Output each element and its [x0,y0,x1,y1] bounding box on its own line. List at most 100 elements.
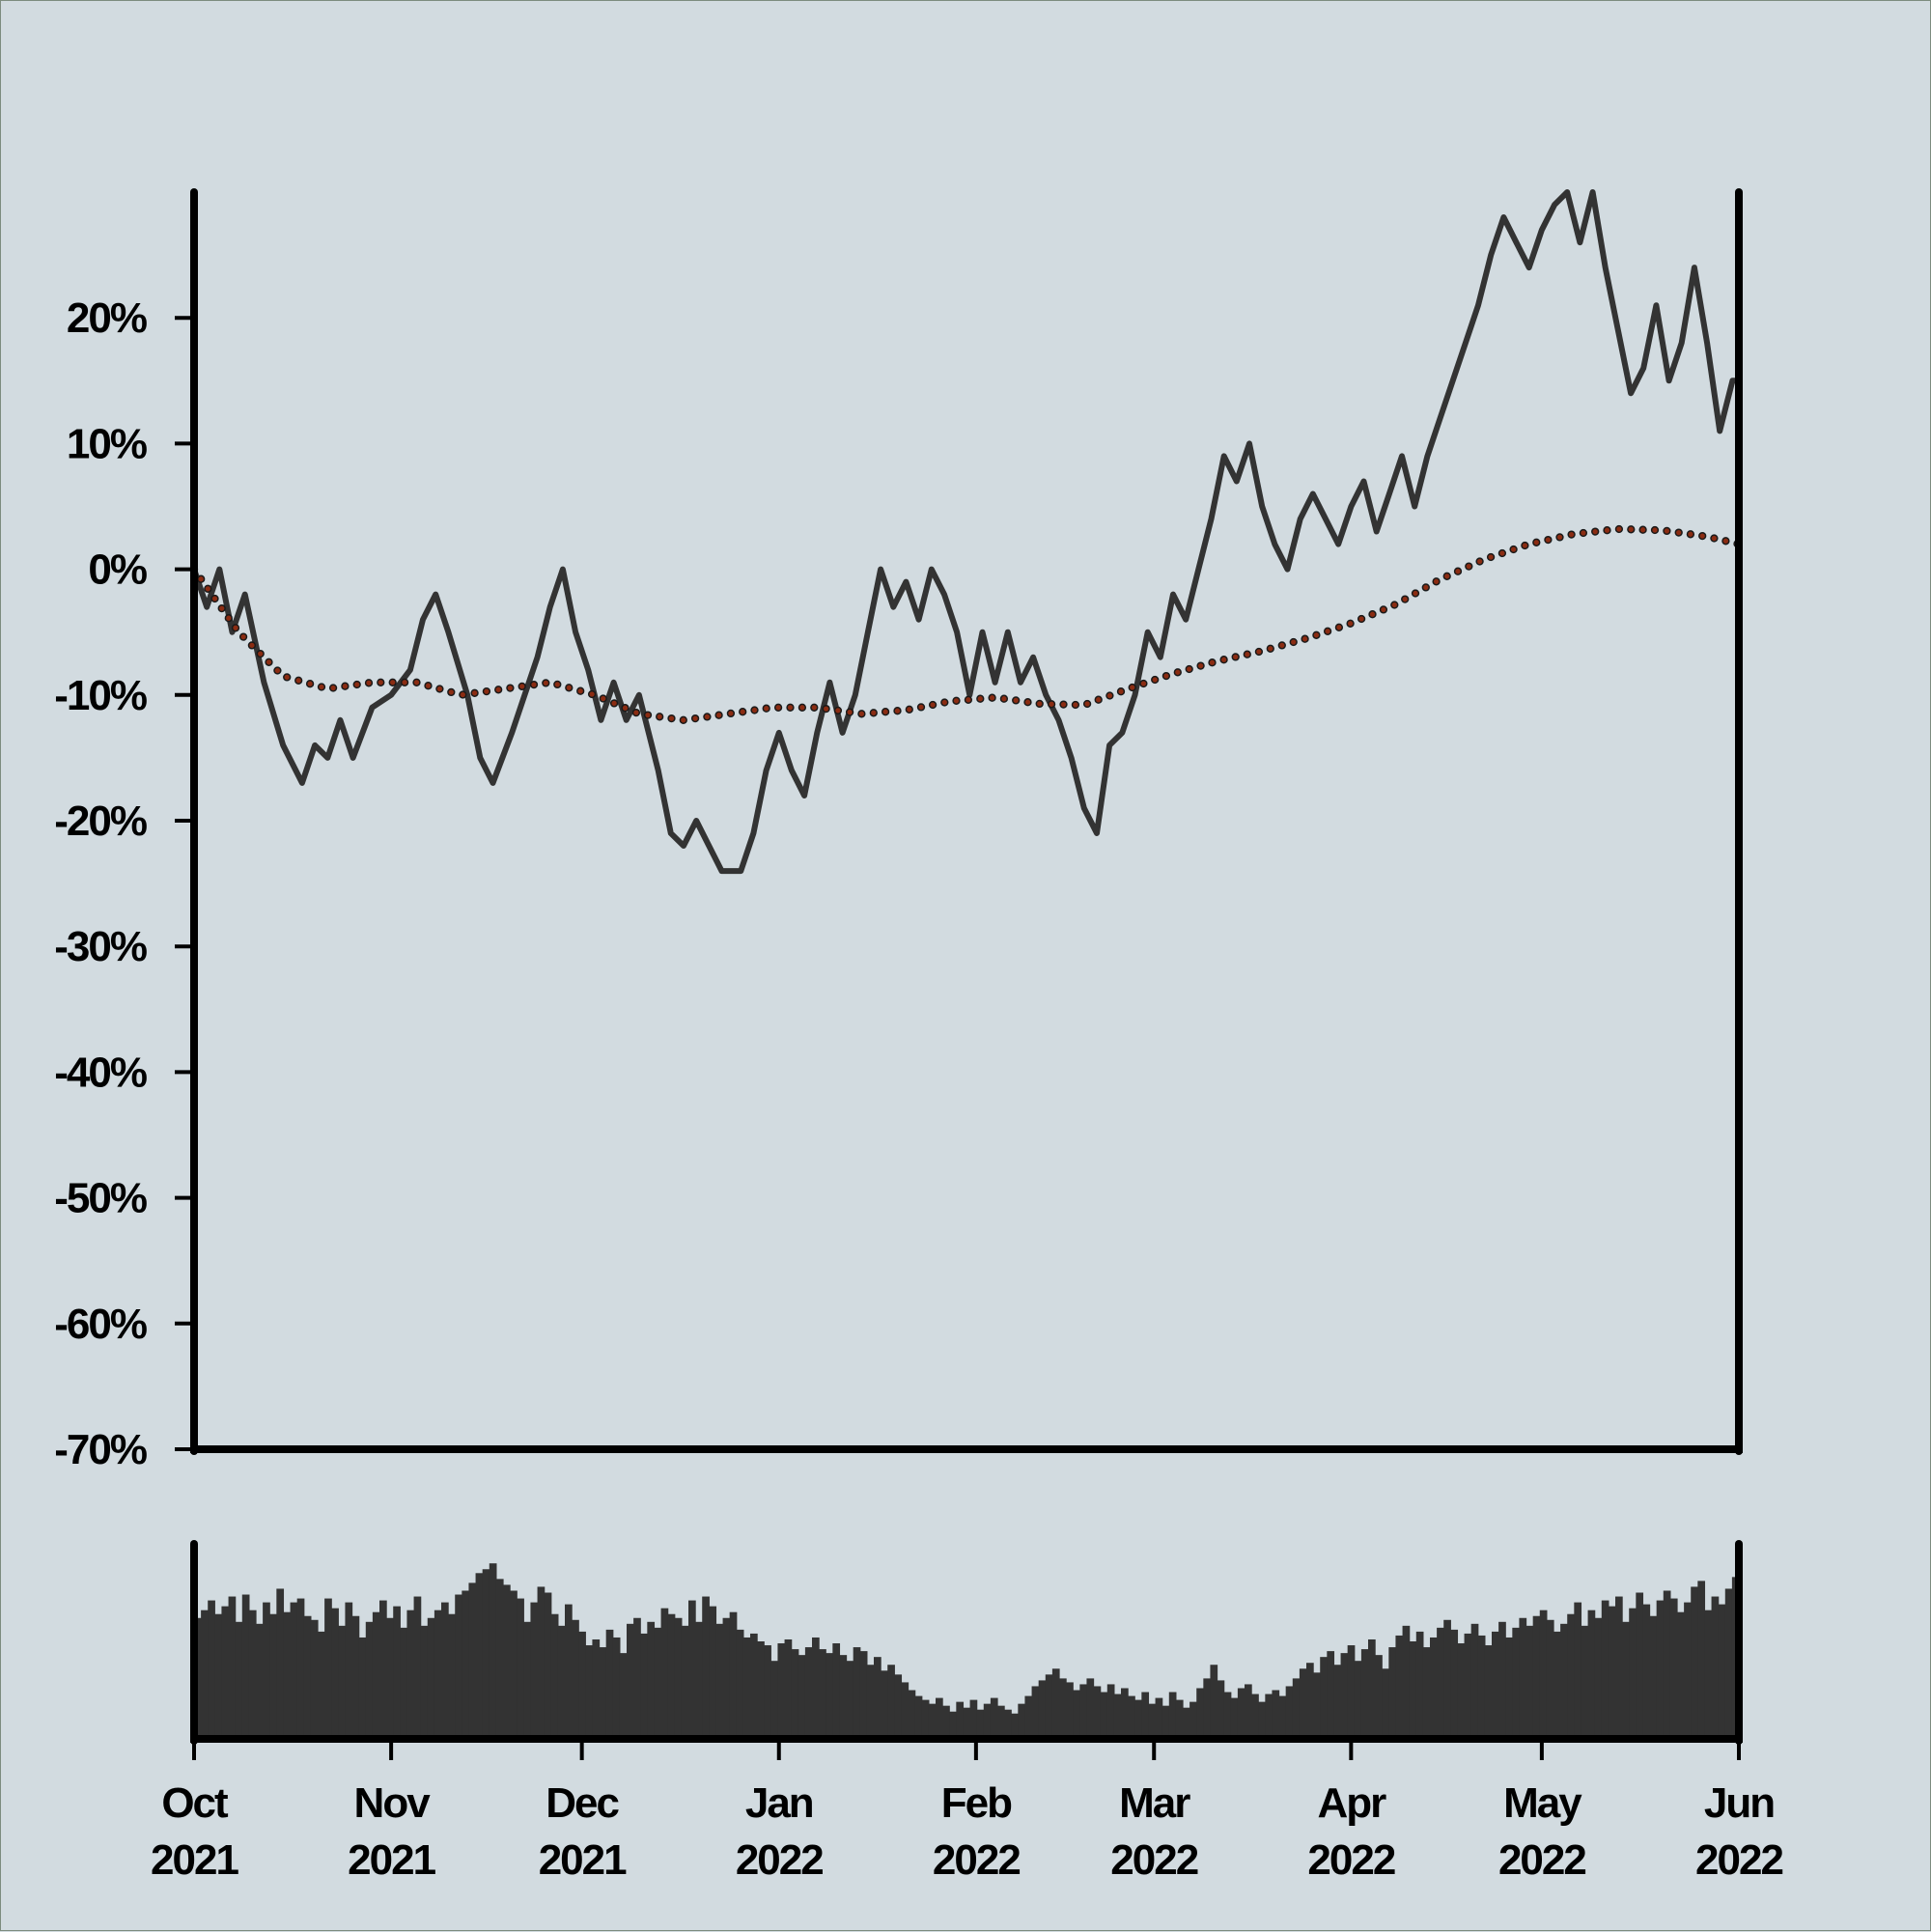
trend-dot [822,704,830,714]
volume-bar [550,1613,559,1739]
volume-bar [654,1627,662,1739]
volume-bar [722,1617,731,1739]
volume-bar [859,1651,868,1739]
volume-bar [276,1588,285,1739]
trend-dot [1082,699,1092,709]
volume-bar [736,1629,744,1739]
volume-bar [1492,1631,1499,1739]
x-tick-month: Apr [1317,1779,1386,1827]
trend-dot [494,686,503,694]
volume-bar [1079,1684,1088,1739]
volume-bar [647,1621,656,1739]
volume-bar [1196,1688,1204,1739]
volume-bar [303,1615,312,1739]
trend-dot [1219,656,1228,664]
volume-bar [1217,1680,1225,1739]
trend-dot [667,714,676,723]
volume-bar [495,1579,504,1739]
volume-bar [1615,1596,1623,1739]
trend-dot [1475,557,1484,566]
y-tick-label: -60% [54,1301,147,1348]
volume-bar [612,1637,621,1739]
volume-bar [1512,1627,1521,1739]
volume-bar [1581,1625,1589,1739]
trend-dot [1638,525,1647,534]
trend-dot [881,708,890,716]
volume-bar [1004,1709,1012,1739]
volume-bar [990,1697,998,1739]
y-tick-label: -20% [54,798,147,845]
trend-dot [1105,691,1114,700]
volume-bar [627,1623,634,1739]
volume-bar [406,1610,415,1739]
trend-dot [893,707,902,715]
trend-dot [988,693,996,702]
trend-dot [656,713,664,721]
volume-bar [1684,1602,1692,1739]
volume-bar [1375,1655,1383,1739]
volume-bar [784,1638,793,1739]
volume-bar [475,1573,484,1739]
trend-dot [542,679,550,687]
volume-bar [777,1643,786,1739]
volume-bar [605,1629,614,1739]
trend-dot [1486,552,1496,562]
volume-bar [921,1699,930,1739]
volume-bar [1278,1695,1287,1739]
trend-dot [1128,683,1136,692]
volume-bar [578,1631,586,1739]
x-tick-month: Mar [1119,1779,1190,1827]
volume-bar [1574,1602,1582,1739]
volume-bar [1437,1627,1444,1739]
volume-bar [1430,1637,1438,1739]
volume-bar [221,1606,230,1739]
x-tick-year: 2022 [1695,1836,1782,1884]
volume-bar [928,1703,937,1739]
trend-dot [1544,535,1553,545]
volume-bar [1038,1680,1047,1739]
volume-bar [742,1637,751,1739]
volume-bar [585,1645,594,1739]
volume-bar [1285,1686,1294,1739]
trend-dot [1346,619,1355,628]
volume-bar [1663,1590,1671,1739]
volume-bar [667,1613,676,1739]
volume-bar [1457,1643,1466,1739]
volume-bar [640,1633,648,1739]
volume-bar [1121,1688,1129,1739]
volume-bar [1470,1623,1479,1739]
volume-bar [1066,1682,1074,1739]
y-tick-label: 10% [67,420,147,467]
trend-dot [1698,531,1707,541]
trend-dots [189,524,1742,724]
volume-bar [351,1615,360,1739]
volume-bar [510,1590,518,1739]
trend-dot [1721,537,1730,546]
volume-bar [1636,1592,1644,1739]
volume-bar [434,1610,442,1739]
volume-bar [1155,1697,1163,1739]
volume-bar [1230,1697,1239,1739]
trend-dot [952,696,961,705]
trend-dot [1432,577,1441,586]
volume-bar [887,1665,895,1739]
x-tick-month: Dec [546,1779,619,1827]
trend-dot [587,689,597,699]
trend-dot [256,649,265,658]
volume-bar [1313,1672,1321,1739]
volume-bar [1251,1694,1259,1739]
trend-dot [1254,647,1264,657]
volume-bar [310,1619,319,1739]
volume-bar [750,1633,758,1739]
volume-bar [1203,1678,1212,1739]
trend-dot [1334,623,1344,631]
y-tick-label: 0% [88,546,146,594]
volume-bar [290,1602,298,1739]
volume-bar [633,1617,641,1739]
trend-dot [412,678,421,686]
volume-bar [1320,1657,1328,1739]
volume-bar [866,1665,875,1739]
volume-bar [963,1707,971,1739]
trend-dot [703,713,712,721]
volume-bar [379,1600,387,1739]
